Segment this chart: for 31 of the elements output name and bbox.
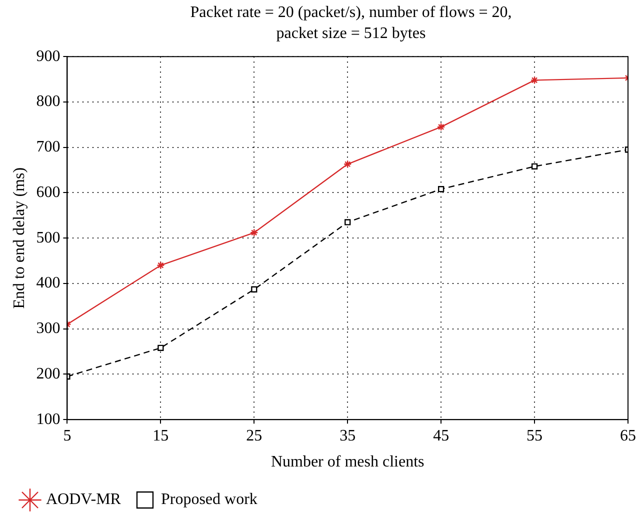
y-tick-label: 700: [36, 138, 60, 156]
x-tick-label: 25: [246, 427, 262, 444]
x-tick-label: 65: [620, 427, 636, 444]
y-tick-label: 600: [36, 184, 60, 201]
y-tick-label: 800: [36, 93, 60, 110]
point: [156, 261, 165, 270]
x-tick-label: 35: [340, 427, 356, 444]
y-tick-label: 300: [36, 320, 60, 338]
y-tick-label: 500: [36, 229, 60, 246]
y-tick-label: 400: [36, 274, 60, 292]
point: [344, 219, 351, 226]
point: [438, 186, 444, 192]
point: [344, 160, 352, 168]
point: [531, 163, 538, 170]
point: [530, 76, 539, 84]
point: [436, 122, 446, 132]
legend-label: Proposed work: [160, 491, 258, 508]
x-tick-label: 45: [433, 427, 450, 444]
legend-label: AODV-MR: [46, 491, 122, 508]
y-axis-title: End to end delay (ms): [10, 167, 28, 309]
point: [250, 228, 258, 237]
point: [251, 286, 258, 292]
x-axis-title: Number of mesh clients: [270, 454, 424, 471]
chart-title: Packet rate = 20 (packet/s), number of flows = 20, packet size = 512 bytes: [189, 3, 513, 44]
y-tick-label: 100: [36, 410, 60, 428]
x-tick-label: 15: [152, 427, 169, 444]
y-tick-label: 900: [36, 48, 60, 65]
y-tick-label: 200: [36, 365, 60, 382]
point: [158, 344, 164, 351]
x-tick-label: 5: [63, 427, 72, 444]
x-tick-label: 55: [526, 427, 543, 444]
